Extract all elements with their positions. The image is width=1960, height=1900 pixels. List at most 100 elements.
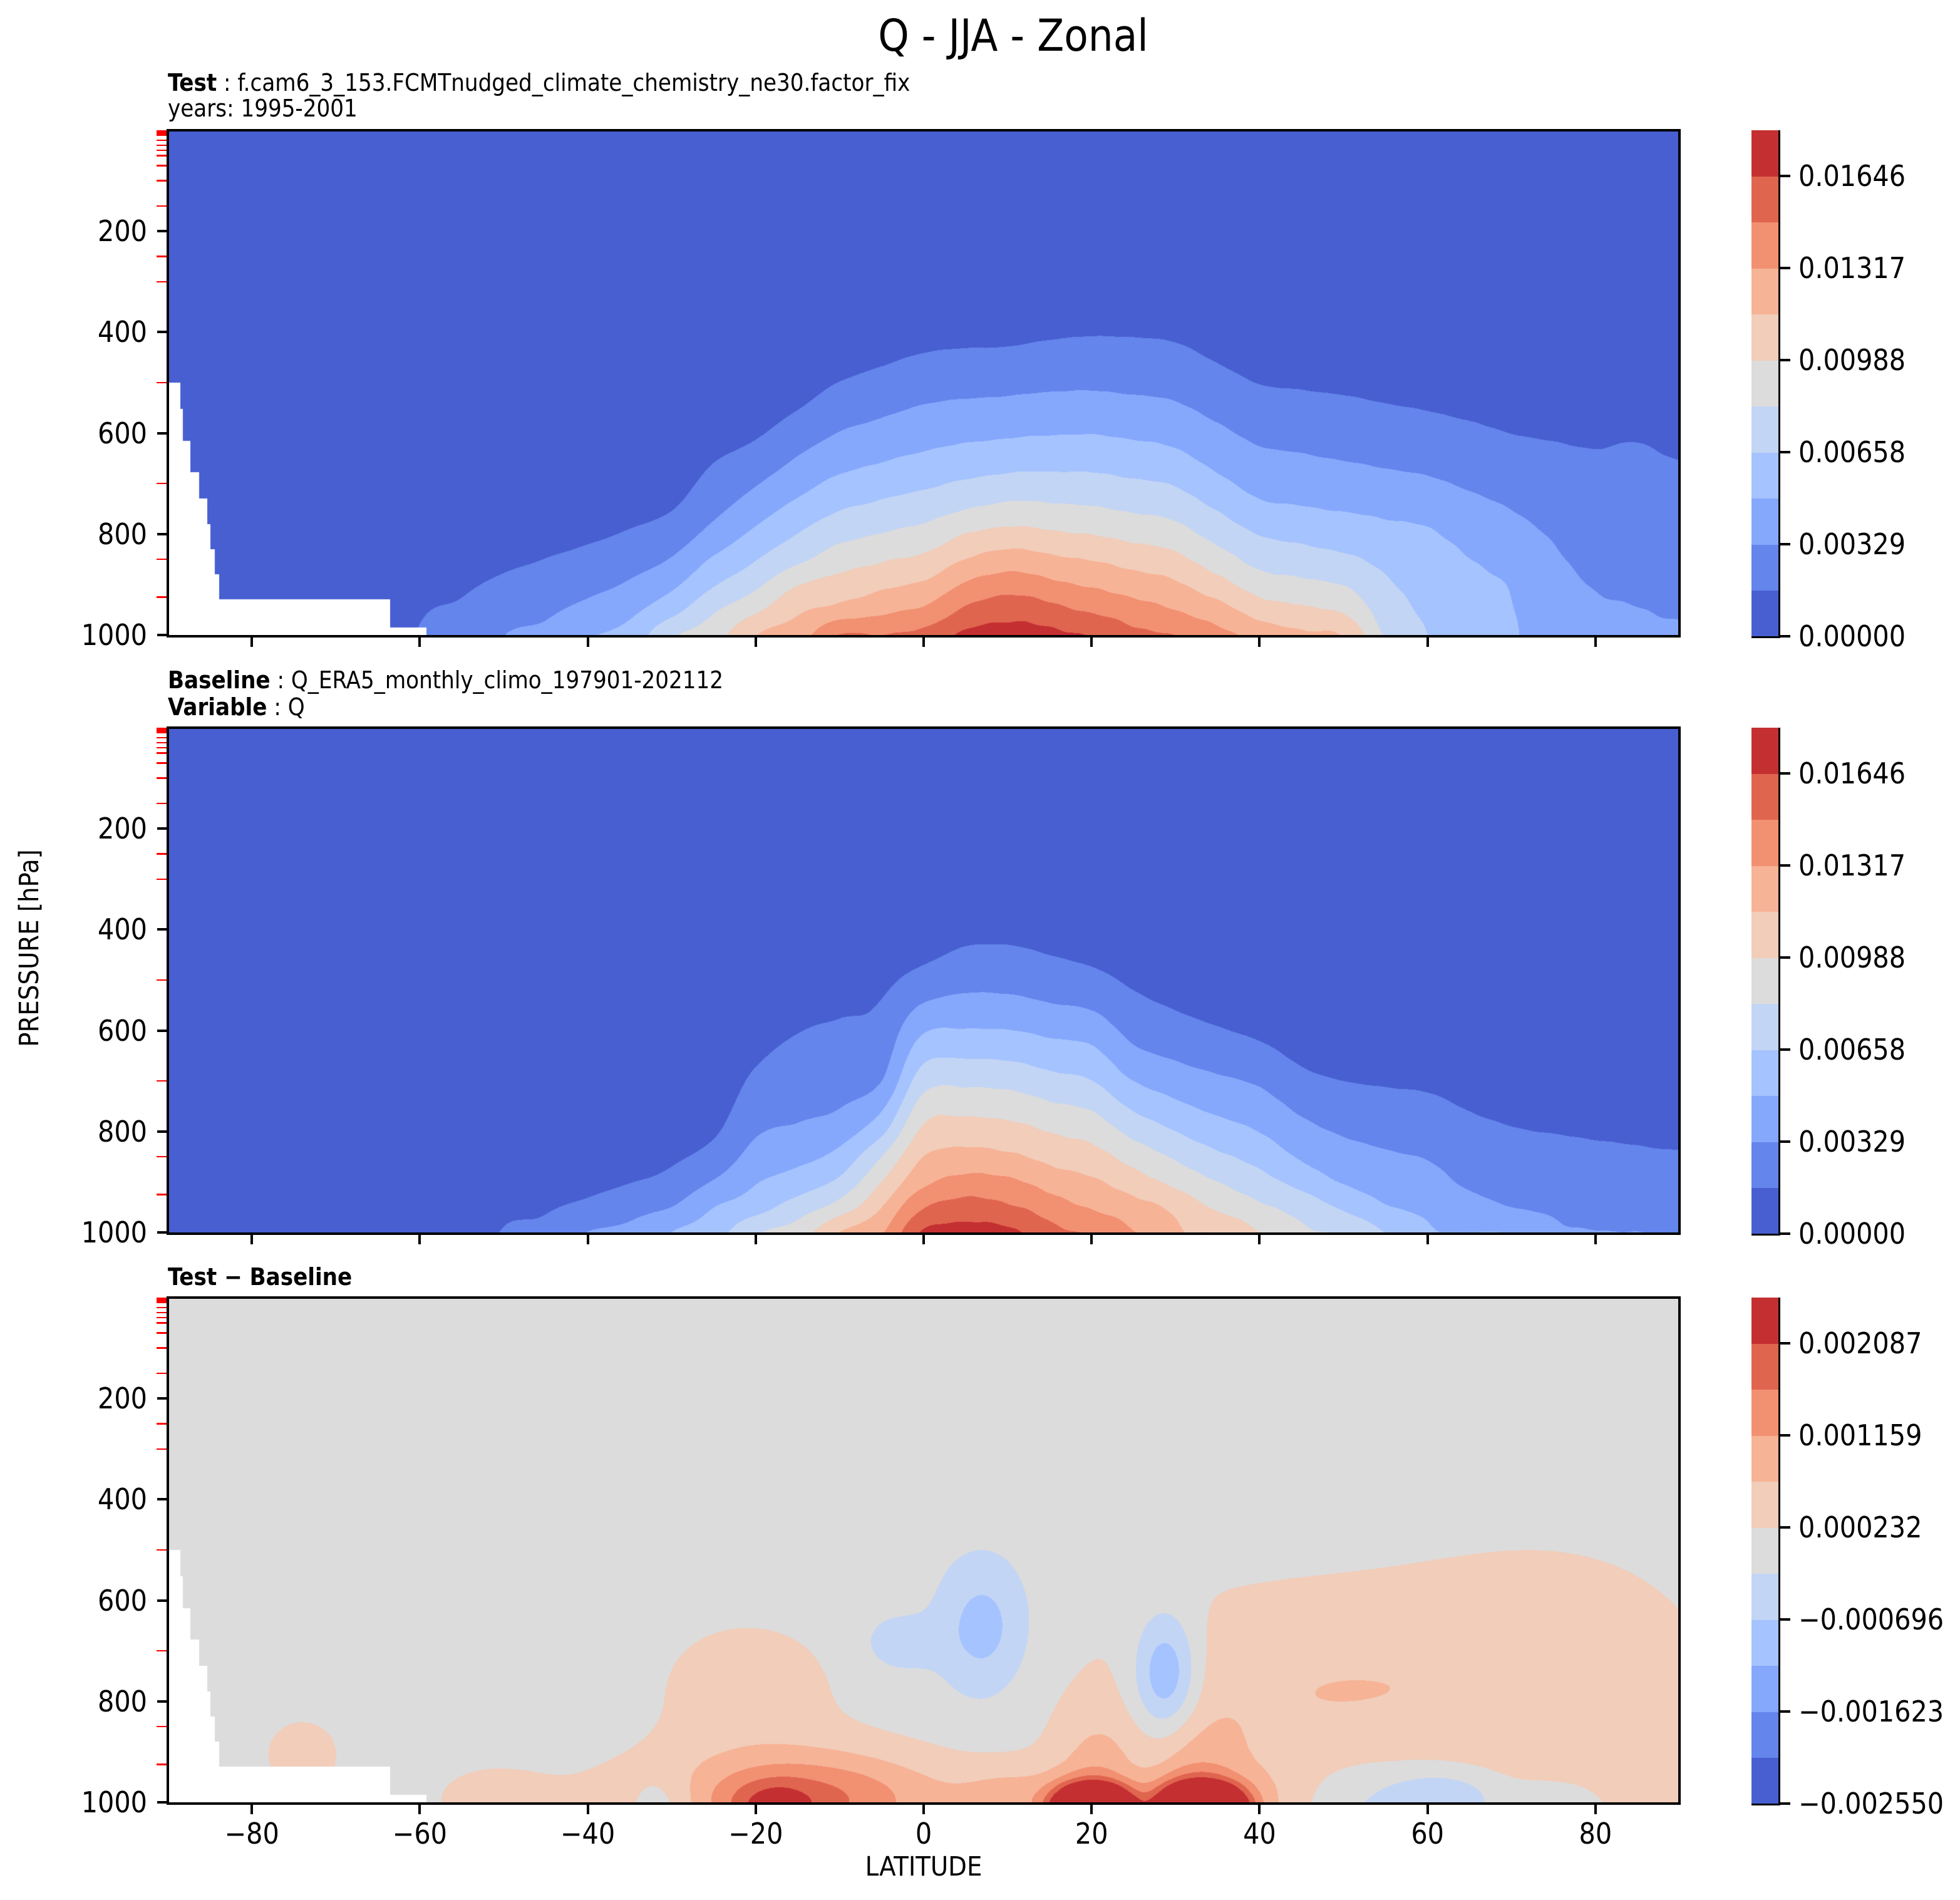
x-tick-mark: [754, 1235, 757, 1244]
x-tick-mark: [1090, 638, 1093, 647]
x-tick-label: −60: [392, 1817, 447, 1851]
pressure-level-minor-tick: [157, 1194, 167, 1195]
colorbar-tick-label: 0.00329: [1798, 527, 1906, 562]
axes-spine-left: [167, 129, 169, 638]
x-tick-mark: [922, 1805, 925, 1814]
colorbar-band: [1751, 222, 1778, 269]
pressure-level-minor-tick: [157, 1300, 167, 1302]
colorbar-band: [1751, 819, 1778, 866]
colorbar-tick-label: 0.002087: [1798, 1326, 1922, 1361]
colorbar-tick-mark: [1779, 1526, 1790, 1529]
pressure-level-minor-tick: [157, 134, 167, 137]
x-tick-mark: [754, 1805, 757, 1814]
colorbar-tick-label: −0.002550: [1798, 1787, 1944, 1820]
y-tick-label: 800: [98, 1684, 147, 1718]
axes-spine-bottom: [167, 635, 1681, 638]
y-tick-mark: [157, 1130, 167, 1133]
axes-spine-top: [167, 726, 1681, 729]
x-tick-mark: [1258, 1235, 1261, 1244]
axes-spine-top: [167, 1296, 1681, 1299]
y-tick-label: 1000: [81, 617, 147, 652]
pressure-level-minor-tick: [157, 1306, 167, 1309]
x-tick-mark: [922, 1235, 925, 1244]
axes-spine-bottom: [167, 1802, 1681, 1805]
y-tick-label: 400: [98, 1482, 147, 1517]
y-tick-mark: [157, 331, 167, 334]
pressure-level-minor-tick: [157, 1301, 167, 1304]
colorbar-band: [1751, 1757, 1778, 1804]
x-tick-label: 80: [1579, 1817, 1612, 1851]
y-tick-mark: [157, 1599, 167, 1602]
colorbar-tick-label: 0.001159: [1798, 1418, 1922, 1453]
y-tick-mark: [157, 1029, 167, 1032]
colorbar-band: [1751, 1187, 1778, 1234]
pressure-level-minor-tick: [157, 730, 167, 732]
pressure-level-minor-tick: [157, 1347, 167, 1349]
colorbar-band: [1751, 406, 1778, 453]
pressure-level-minor-tick: [157, 1316, 167, 1319]
pressure-level-minor-tick: [157, 752, 167, 754]
contour-field-diff: [168, 1298, 1679, 1804]
panel-baseline-header-text: : Q_ERA5_monthly_climo_197901-202112: [270, 666, 724, 694]
x-tick-mark: [250, 638, 254, 647]
colorbar-tick-mark: [1779, 1434, 1790, 1437]
y-tick-mark: [157, 827, 167, 830]
colorbar-tick-mark: [1779, 1618, 1790, 1621]
panel-test-header-line2: years: 1995-2001: [168, 95, 358, 122]
x-tick-label: −40: [560, 1817, 616, 1851]
x-tick-mark: [586, 638, 589, 647]
y-tick-label: 200: [98, 214, 147, 249]
y-tick-label: 200: [98, 812, 147, 846]
colorbar-band: [1751, 268, 1778, 315]
colorbar-tick-mark: [1779, 1710, 1790, 1713]
colorbar-band: [1751, 1298, 1778, 1344]
panel-baseline-variable-text: : Q: [267, 693, 305, 721]
panel-diff-header-line1: Test − Baseline: [168, 1263, 352, 1291]
colorbar-tick-label: 0.00329: [1798, 1125, 1906, 1159]
colorbar-band: [1751, 176, 1778, 223]
pressure-level-minor-tick: [157, 878, 167, 880]
y-tick-label: 800: [98, 517, 147, 551]
pressure-level-minor-tick: [157, 165, 167, 167]
x-tick-mark: [1090, 1805, 1093, 1814]
colorbar-tick-label: 0.01646: [1798, 159, 1906, 194]
colorbar-tick-label: 0.01646: [1798, 756, 1906, 791]
colorbar-band: [1751, 911, 1778, 958]
pressure-level-minor-tick: [157, 132, 167, 134]
axes-spine-bottom: [167, 1232, 1681, 1235]
pressure-level-minor-tick: [157, 802, 167, 805]
panel-baseline-header-line1: Baseline : Q_ERA5_monthly_climo_197901-2…: [168, 666, 723, 694]
axes-spine-left: [167, 726, 169, 1235]
colorbar-tick-label: 0.00658: [1798, 1033, 1906, 1067]
y-tick-label: 200: [98, 1381, 147, 1416]
colorbar-tick-label: 0.00988: [1798, 941, 1906, 975]
panel-baseline-header-bold: Baseline: [168, 666, 271, 694]
colorbar-band: [1751, 1619, 1778, 1666]
y-tick-label: 400: [98, 912, 147, 947]
colorbar-tick-mark: [1779, 1048, 1790, 1051]
pressure-level-minor-tick: [157, 149, 167, 152]
contour-field-test: [168, 130, 1679, 636]
panel-test-header-bold: Test: [168, 69, 217, 96]
colorbar-baseline: 0.00000 0.00329 0.00658 0.00988 0.01317 0.016…: [1751, 728, 1906, 1251]
axes-spine-right: [1678, 1296, 1681, 1805]
pressure-level-minor-tick: [157, 139, 167, 142]
pressure-level-minor-tick: [157, 729, 167, 731]
y-tick-label: 600: [98, 1013, 147, 1048]
colorbar-band: [1751, 958, 1778, 1004]
colorbar-tick-label: 0.01317: [1798, 849, 1906, 883]
pressure-level-minor-tick: [157, 1155, 167, 1158]
x-tick-label: 0: [915, 1817, 932, 1851]
x-tick-mark: [250, 1235, 254, 1244]
pressure-level-minor-tick: [157, 1311, 167, 1314]
pressure-level-minor-tick: [157, 256, 167, 257]
y-tick-label: 600: [98, 416, 147, 450]
x-tick-mark: [418, 1805, 421, 1814]
pressure-level-minor-tick: [157, 1298, 167, 1300]
colorbar-tick-mark: [1779, 772, 1790, 775]
y-tick-mark: [157, 1231, 167, 1234]
pressure-level-minor-tick: [157, 1650, 167, 1652]
x-tick-label: 40: [1243, 1817, 1276, 1851]
colorbar-tick-mark: [1779, 267, 1790, 270]
panel-test-header-text: : f.cam6_3_153.FCMTnudged_climate_chemis…: [217, 69, 910, 96]
